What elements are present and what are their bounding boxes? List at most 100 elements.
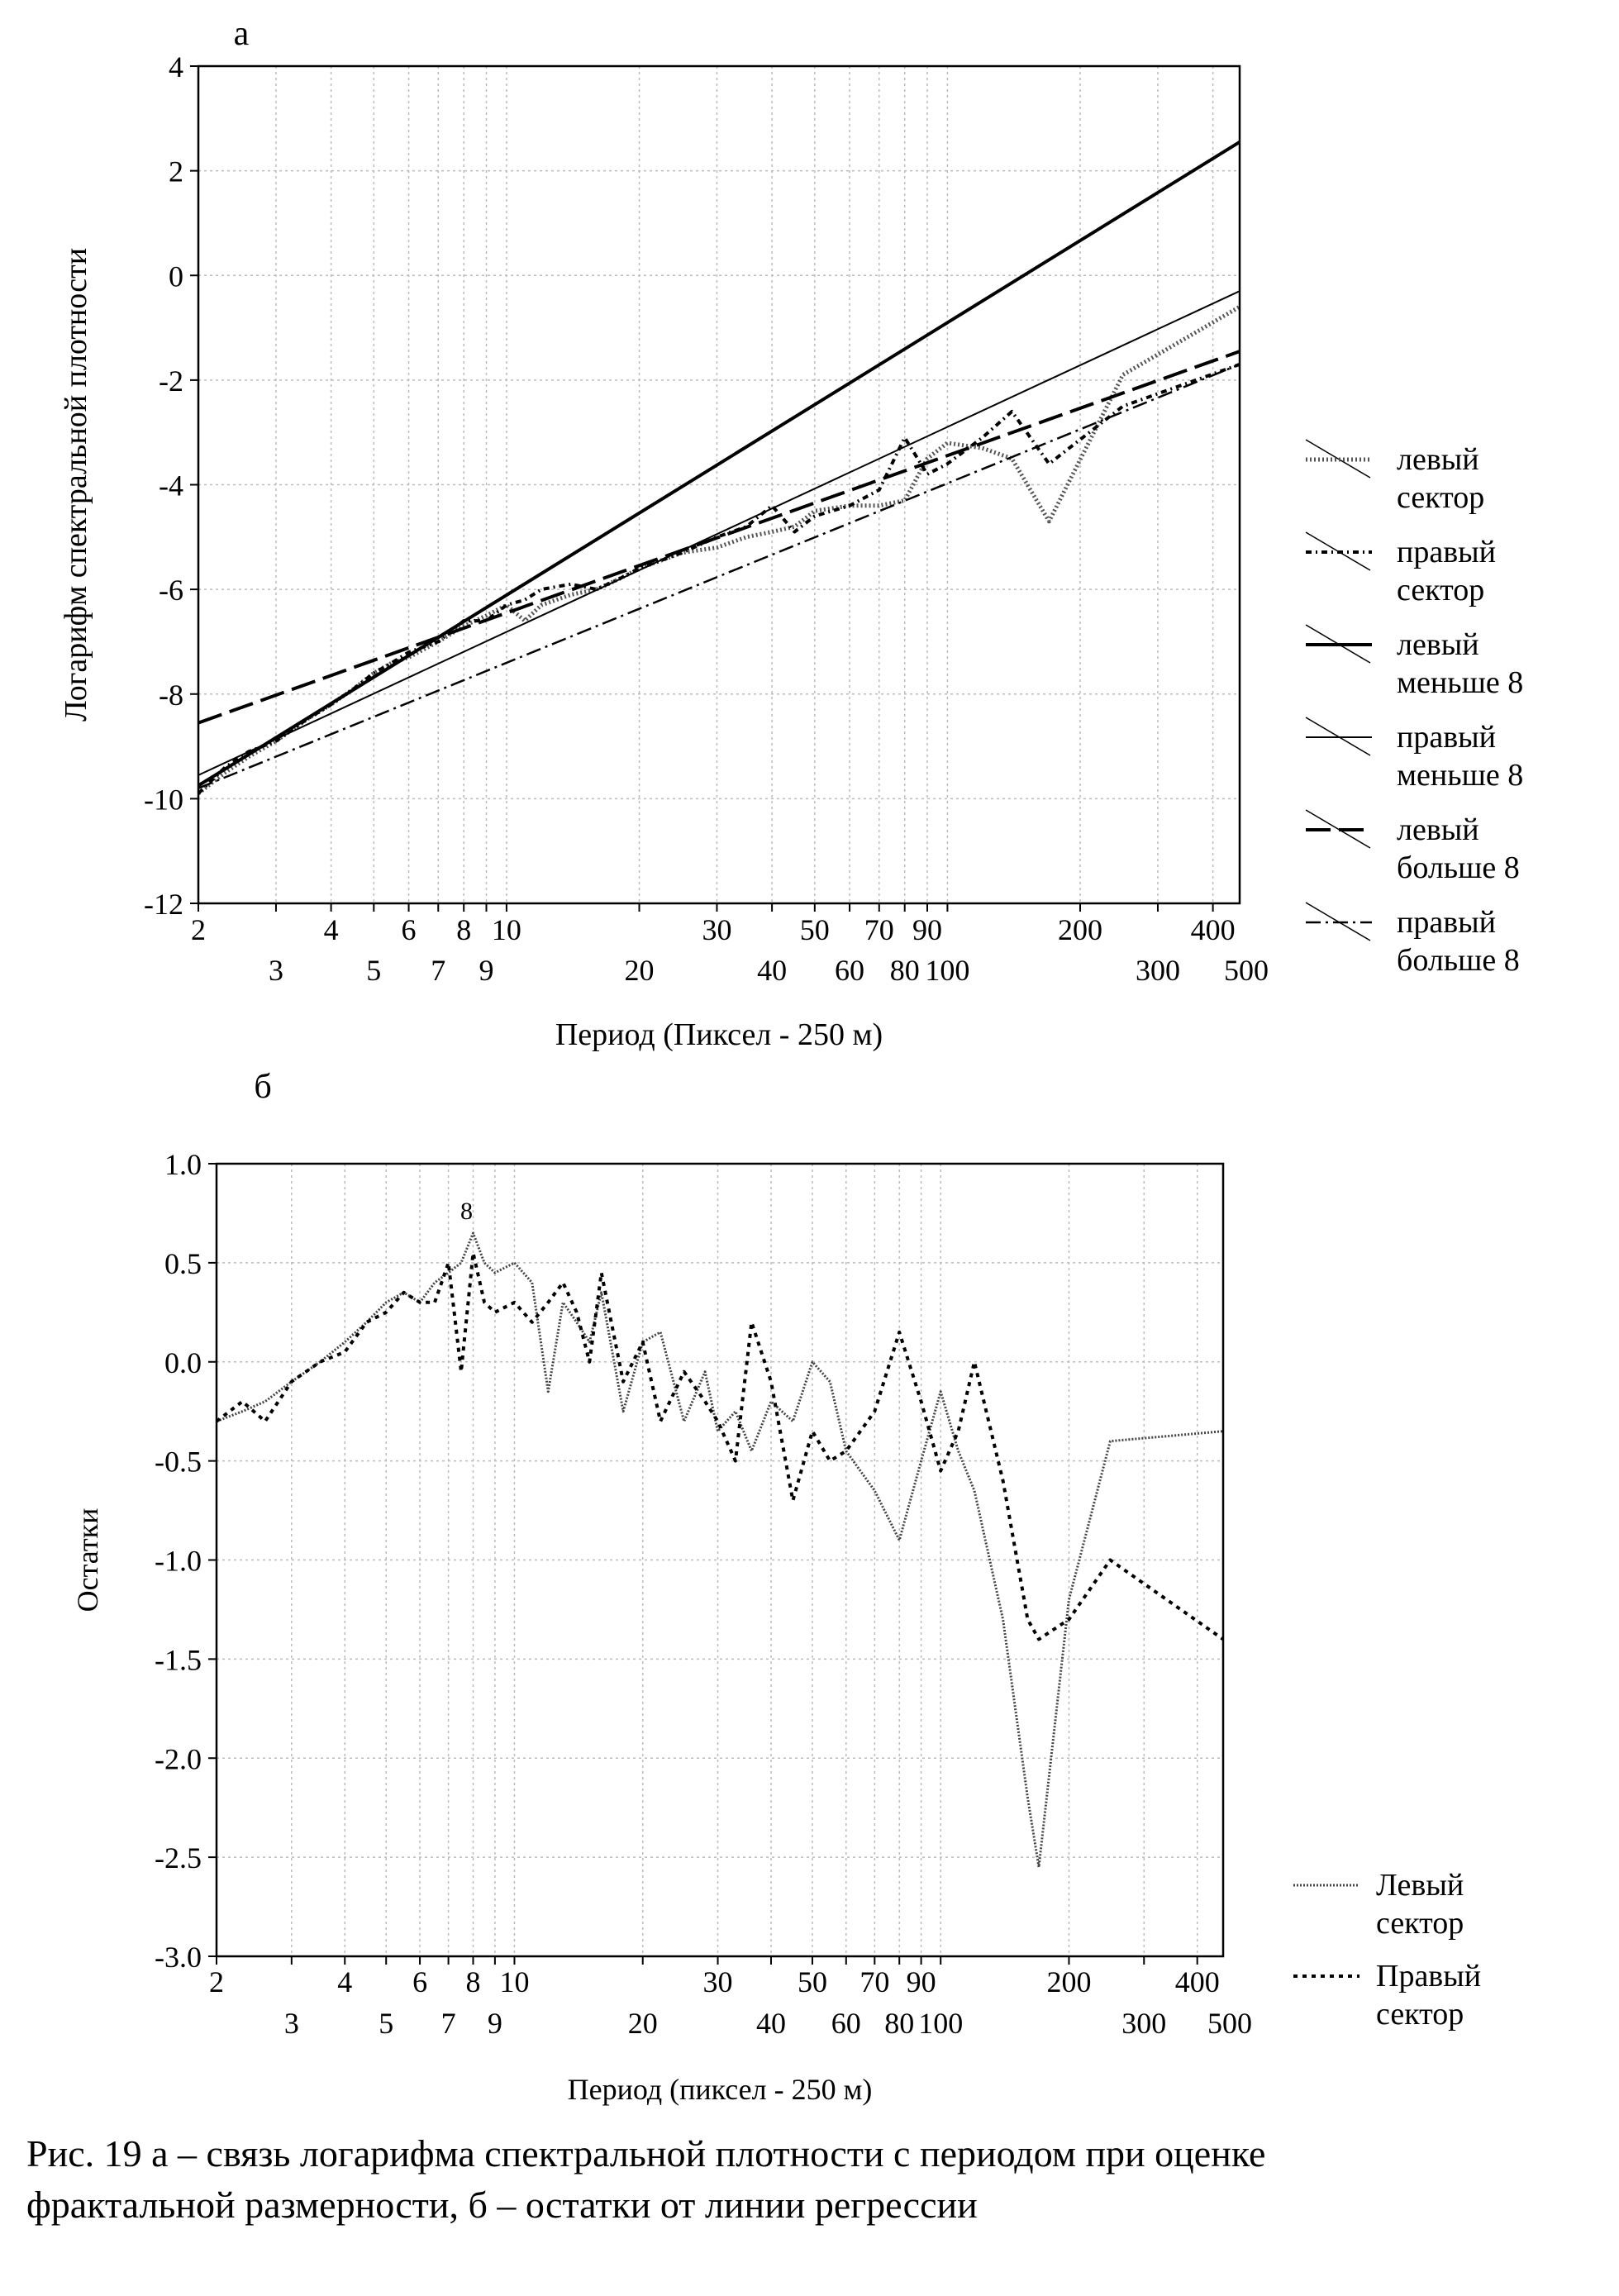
legend-label: сектор [1376, 1997, 1464, 2032]
x-tick-label: 7 [441, 2007, 456, 2040]
y-tick-label: 0.5 [164, 1247, 202, 1280]
y-tick-label: -10 [144, 783, 183, 816]
y-axis-label: Остатки [71, 1508, 104, 1612]
legend-label: сектор [1397, 573, 1484, 607]
x-tick-label: 80 [890, 954, 920, 987]
legend-label: больше 8 [1397, 850, 1520, 885]
legend-label: Левый [1376, 1868, 1464, 1903]
legend-label: сектор [1397, 480, 1484, 515]
x-tick-label: 50 [800, 913, 830, 946]
x-tick-label: 300 [1121, 2007, 1166, 2040]
x-tick-label: 40 [756, 2007, 786, 2040]
x-tick-label: 300 [1136, 954, 1180, 987]
legend-label: меньше 8 [1397, 665, 1523, 700]
legend-label: Правый [1376, 1959, 1481, 1994]
x-tick-label: 60 [831, 2007, 861, 2040]
x-tick-label: 90 [912, 913, 942, 946]
y-tick-label: 1.0 [164, 1148, 202, 1181]
y-tick-label: 2 [169, 155, 183, 188]
x-tick-label: 500 [1224, 954, 1269, 987]
x-tick-label: 6 [402, 913, 417, 946]
y-tick-label: -6 [159, 574, 183, 607]
x-tick-label: 40 [757, 954, 787, 987]
x-tick-label: 80 [884, 2007, 914, 2040]
annotation-label: 8 [460, 1198, 473, 1225]
x-tick-label: 8 [465, 1965, 480, 1998]
y-tick-label: 0 [169, 260, 183, 293]
x-tick-label: 6 [412, 1965, 427, 1998]
legend-label: сектор [1376, 1906, 1464, 1941]
x-tick-label: 5 [366, 954, 381, 987]
legend-swatch-diagonal [1305, 439, 1371, 479]
x-tick-label: 7 [431, 954, 445, 987]
x-tick-label: 3 [284, 2007, 299, 2040]
series-line-5 [198, 350, 1240, 725]
panel-label: б [254, 1068, 271, 1106]
x-tick-label: 500 [1207, 2007, 1252, 2040]
x-tick-label: 50 [798, 1965, 827, 1998]
legend-label: правый [1397, 720, 1496, 755]
series-line-1 [216, 1231, 1224, 1869]
x-tick-label: 10 [499, 1965, 529, 1998]
caption-line-2: фрактальной размерности, б – остатки от … [26, 2184, 978, 2226]
y-tick-label: -2 [159, 364, 183, 398]
y-tick-label: -8 [159, 679, 183, 712]
x-tick-label: 30 [702, 913, 731, 946]
panel-label: а [234, 15, 250, 53]
legend-label: правый [1397, 905, 1496, 940]
y-tick-label: -0.5 [155, 1446, 202, 1479]
x-axis-label: Период (пиксел - 250 м) [568, 2073, 873, 2106]
legend-label: левый [1397, 442, 1479, 477]
y-tick-label: 0.0 [164, 1346, 202, 1379]
y-tick-label: 4 [169, 50, 183, 83]
x-tick-label: 2 [191, 913, 206, 946]
legend-label: правый [1397, 535, 1496, 569]
x-tick-label: 8 [456, 913, 471, 946]
plot-frame [197, 64, 1241, 905]
legend-label: левый [1397, 627, 1479, 662]
x-tick-label: 3 [269, 954, 283, 987]
x-tick-label: 70 [864, 913, 894, 946]
x-tick-label: 200 [1058, 913, 1102, 946]
x-tick-label: 9 [479, 954, 493, 987]
x-tick-label: 2 [209, 1965, 224, 1998]
y-tick-label: -4 [159, 469, 183, 503]
x-tick-label: 4 [324, 913, 339, 946]
x-tick-label: 9 [488, 2007, 502, 2040]
x-tick-label: 5 [379, 2007, 393, 2040]
x-tick-label: 90 [907, 1965, 936, 1998]
y-tick-label: -12 [144, 888, 183, 921]
y-tick-label: -3.0 [155, 1941, 202, 1974]
x-tick-label: 30 [703, 1965, 733, 1998]
y-tick-label: -2.0 [155, 1742, 202, 1775]
x-tick-label: 400 [1191, 913, 1236, 946]
x-tick-label: 100 [925, 954, 969, 987]
x-tick-label: 100 [918, 2007, 963, 2040]
figure-caption: Рис. 19 а – связь логарифма спектральной… [26, 2128, 1597, 2231]
x-tick-label: 20 [625, 954, 655, 987]
legend-label: левый [1397, 812, 1479, 847]
x-tick-label: 10 [492, 913, 521, 946]
x-tick-label: 20 [628, 2007, 658, 2040]
series-line-6 [198, 363, 1240, 789]
series-line-2 [215, 1250, 1225, 1641]
chart-panel-b: 1.0 0.5 0.0 -0.5 -1.0 -1.5 -2.0 -2.5 -3.02 4 6 8 10 3… [71, 1068, 1481, 2106]
x-tick-label: 60 [835, 954, 864, 987]
x-tick-label: 4 [337, 1965, 352, 1998]
y-tick-label: -1.0 [155, 1545, 202, 1578]
series-line-3 [197, 141, 1241, 788]
y-tick-label: -1.5 [155, 1643, 202, 1676]
y-axis-label: Логарифм спектральной плотности [59, 248, 93, 722]
x-tick-label: 70 [859, 1965, 889, 1998]
series-line-4 [198, 290, 1240, 776]
legend-label: больше 8 [1397, 943, 1520, 978]
y-tick-label: -2.5 [155, 1841, 202, 1874]
legend-swatch-diagonal [1305, 809, 1371, 849]
caption-line-1: Рис. 19 а – связь логарифма спектральной… [26, 2132, 1266, 2175]
x-axis-label: Период (Пиксел - 250 м) [555, 1017, 883, 1052]
legend-label: меньше 8 [1397, 758, 1523, 793]
x-tick-label: 400 [1175, 1965, 1220, 1998]
x-tick-label: 200 [1046, 1965, 1091, 1998]
